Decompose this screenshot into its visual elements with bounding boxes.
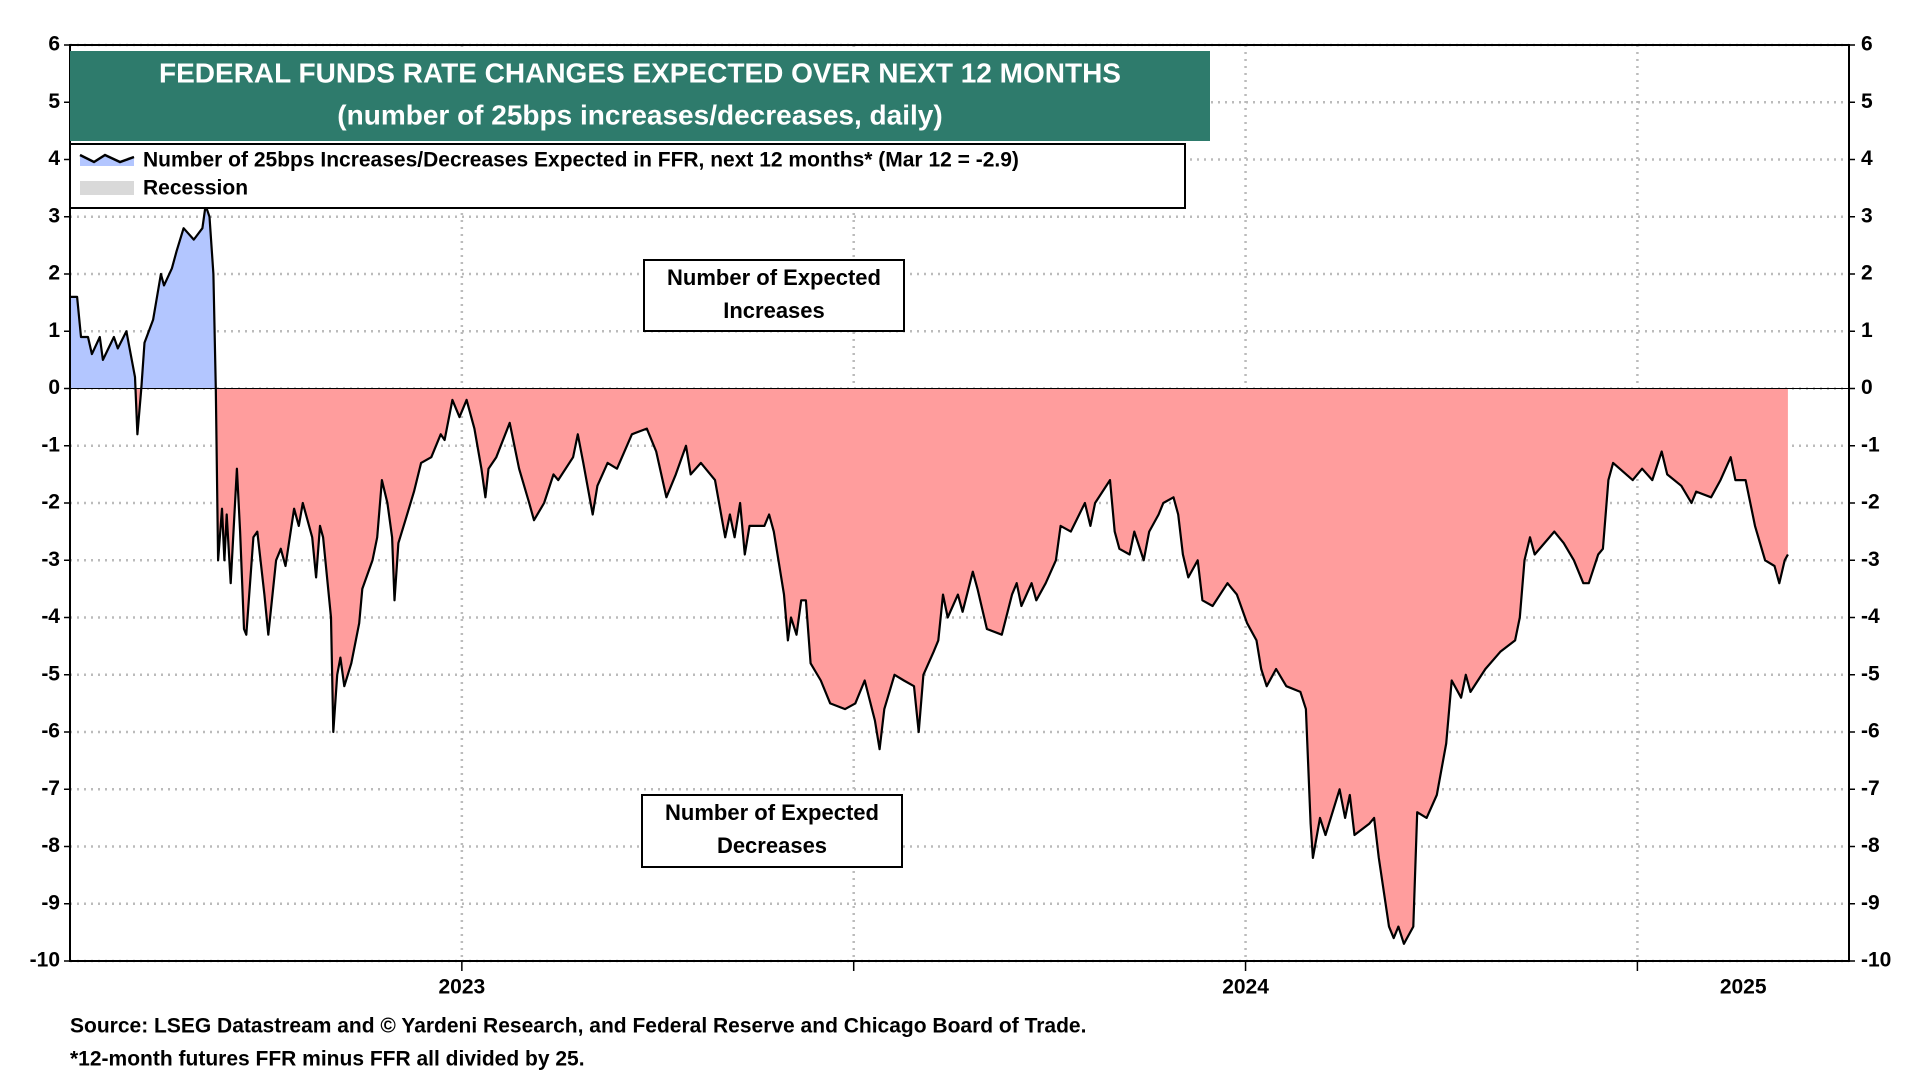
annotation-text: Number of Expected	[667, 265, 881, 290]
x-tick-label: 2025	[1720, 976, 1767, 999]
legend-label: Number of 25bps Increases/Decreases Expe…	[143, 149, 1019, 172]
legend-swatch	[80, 155, 134, 166]
y-tick-label: -8	[41, 834, 60, 857]
y2-tick-label: 4	[1861, 147, 1873, 170]
y-tick-label: -10	[30, 949, 60, 972]
annotation-text: Decreases	[717, 833, 827, 858]
y-tick-label: -4	[41, 605, 60, 628]
x-tick-label: 2024	[1222, 976, 1269, 999]
y-tick-label: 4	[48, 147, 60, 170]
y-tick-label: -5	[41, 662, 60, 685]
y2-tick-label: -5	[1861, 662, 1880, 685]
y-tick-label: -2	[41, 491, 60, 514]
y-tick-label: 5	[48, 90, 60, 113]
y2-tick-label: -8	[1861, 834, 1880, 857]
y2-tick-label: 2	[1861, 262, 1873, 285]
y-tick-label: 1	[48, 319, 60, 342]
y-tick-label: 3	[48, 204, 60, 227]
y-tick-label: -7	[41, 777, 60, 800]
y2-tick-label: -1	[1861, 433, 1880, 456]
y2-tick-label: -9	[1861, 891, 1880, 914]
x-tick-label: 2023	[438, 976, 485, 999]
y2-tick-label: 5	[1861, 90, 1873, 113]
area-negative	[70, 388, 1788, 944]
source-note: *12-month futures FFR minus FFR all divi…	[70, 1048, 585, 1071]
legend-box	[69, 143, 1186, 209]
title-box	[70, 51, 1210, 141]
legend-label: Recession	[143, 177, 248, 200]
plot-frame	[69, 44, 1850, 962]
legend-line	[79, 153, 135, 164]
y2-tick-label: -4	[1861, 605, 1880, 628]
y2-tick-label: -7	[1861, 777, 1880, 800]
y-tick-label: -3	[41, 548, 60, 571]
y-tick-label: 2	[48, 262, 60, 285]
source-note: Source: LSEG Datastream and © Yardeni Re…	[70, 1015, 1086, 1038]
annotation-text: Number of Expected	[665, 800, 879, 825]
y2-tick-label: 0	[1861, 376, 1873, 399]
legend-swatch	[80, 181, 134, 195]
series-line	[70, 204, 1789, 945]
annotation-text: Increases	[723, 298, 825, 323]
y2-tick-label: -6	[1861, 720, 1880, 743]
annotation-box	[641, 794, 903, 868]
y-tick-label: 0	[48, 376, 60, 399]
chart-subtitle: (number of 25bps increases/decreases, da…	[337, 99, 942, 130]
y-tick-label: -6	[41, 720, 60, 743]
annotation-box	[643, 259, 905, 332]
y2-tick-label: 3	[1861, 204, 1873, 227]
y2-tick-label: -10	[1861, 949, 1891, 972]
y-tick-label: -9	[41, 891, 60, 914]
y2-tick-label: -3	[1861, 548, 1880, 571]
chart-title: FEDERAL FUNDS RATE CHANGES EXPECTED OVER…	[159, 57, 1121, 88]
y2-tick-label: -2	[1861, 491, 1880, 514]
y2-tick-label: 1	[1861, 319, 1873, 342]
y-tick-label: 6	[48, 33, 60, 56]
y2-tick-label: 6	[1861, 33, 1873, 56]
y-tick-label: -1	[41, 433, 60, 456]
